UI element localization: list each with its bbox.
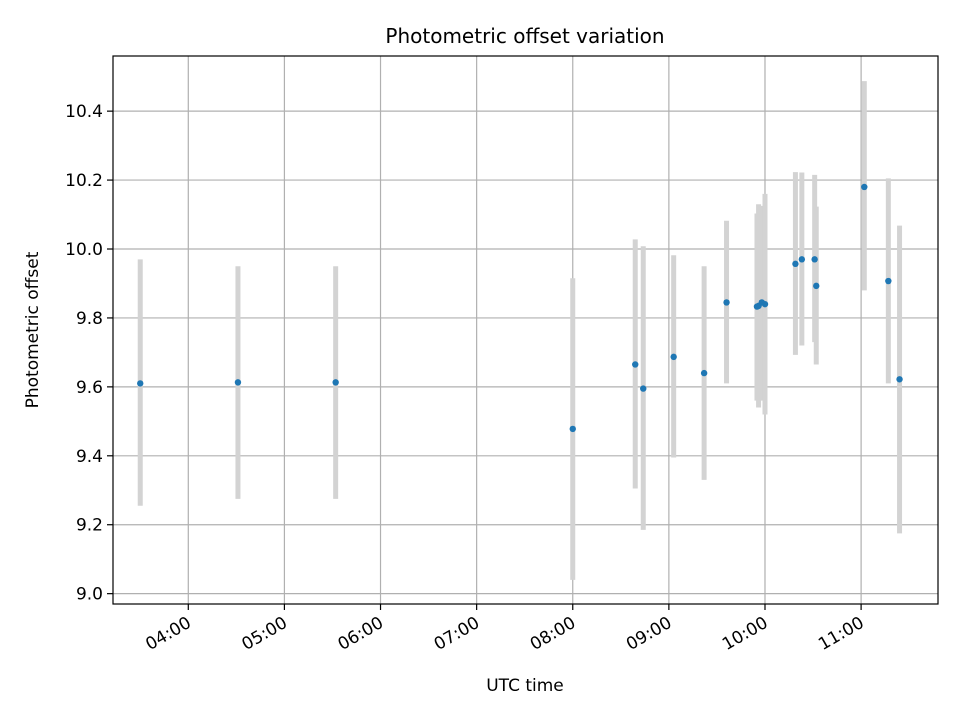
- data-points: [137, 183, 903, 433]
- data-point: [761, 300, 769, 308]
- data-point: [811, 256, 818, 263]
- data-point: [632, 361, 639, 368]
- data-point: [700, 369, 708, 377]
- y-axis-title: Photometric offset: [23, 251, 43, 408]
- y-tick-label: 9.8: [76, 309, 103, 329]
- data-point: [640, 385, 647, 392]
- data-point: [813, 282, 820, 290]
- y-tick-label: 10.0: [65, 240, 103, 260]
- data-point: [723, 299, 730, 306]
- data-point: [792, 260, 799, 268]
- data-point: [332, 379, 339, 386]
- data-point: [861, 183, 868, 191]
- data-point: [798, 256, 806, 263]
- plot-area-frame: [112, 55, 939, 605]
- data-point: [670, 353, 677, 361]
- grid-lines: [113, 56, 938, 604]
- data-point: [569, 425, 576, 433]
- data-point: [896, 376, 903, 383]
- y-tick-label: 9.0: [76, 585, 103, 605]
- y-axis-ticks: 9.0 9.2 9.4 9.6 9.8 10.0 10.2 10.4: [65, 102, 113, 605]
- y-tick-label: 10.2: [65, 171, 103, 191]
- y-tick-label: 9.6: [76, 378, 103, 398]
- chart-title: Photometric offset variation: [385, 24, 664, 48]
- data-point: [137, 380, 144, 387]
- y-tick-label: 10.4: [65, 102, 103, 122]
- y-tick-label: 9.2: [76, 516, 103, 536]
- x-axis-title: UTC time: [486, 676, 564, 696]
- data-point: [234, 379, 242, 386]
- data-point: [885, 277, 892, 285]
- y-tick-label: 9.4: [76, 447, 103, 467]
